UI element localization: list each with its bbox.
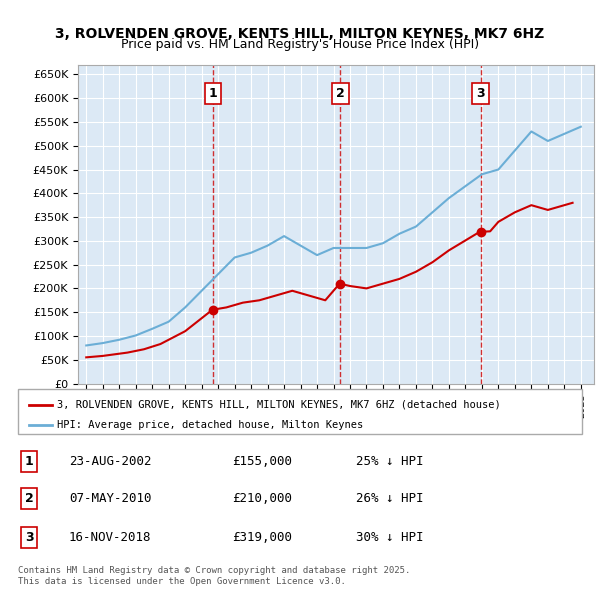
Text: 26% ↓ HPI: 26% ↓ HPI xyxy=(356,491,424,505)
Text: Contains HM Land Registry data © Crown copyright and database right 2025.
This d: Contains HM Land Registry data © Crown c… xyxy=(18,566,410,586)
Text: 07-MAY-2010: 07-MAY-2010 xyxy=(69,491,151,505)
Text: 3, ROLVENDEN GROVE, KENTS HILL, MILTON KEYNES, MK7 6HZ: 3, ROLVENDEN GROVE, KENTS HILL, MILTON K… xyxy=(55,27,545,41)
Text: 1: 1 xyxy=(208,87,217,100)
Text: £319,000: £319,000 xyxy=(232,531,292,544)
Text: 16-NOV-2018: 16-NOV-2018 xyxy=(69,531,151,544)
Text: Price paid vs. HM Land Registry's House Price Index (HPI): Price paid vs. HM Land Registry's House … xyxy=(121,38,479,51)
Text: 23-AUG-2002: 23-AUG-2002 xyxy=(69,455,151,468)
Text: 2: 2 xyxy=(25,491,34,505)
Text: 25% ↓ HPI: 25% ↓ HPI xyxy=(356,455,424,468)
Text: 30% ↓ HPI: 30% ↓ HPI xyxy=(356,531,424,544)
Text: 2: 2 xyxy=(336,87,345,100)
Text: 3, ROLVENDEN GROVE, KENTS HILL, MILTON KEYNES, MK7 6HZ (detached house): 3, ROLVENDEN GROVE, KENTS HILL, MILTON K… xyxy=(58,400,501,410)
Text: £210,000: £210,000 xyxy=(232,491,292,505)
Text: HPI: Average price, detached house, Milton Keynes: HPI: Average price, detached house, Milt… xyxy=(58,420,364,430)
Text: 3: 3 xyxy=(476,87,485,100)
Text: 1: 1 xyxy=(25,455,34,468)
Text: £155,000: £155,000 xyxy=(232,455,292,468)
FancyBboxPatch shape xyxy=(18,389,582,434)
Text: 3: 3 xyxy=(25,531,34,544)
